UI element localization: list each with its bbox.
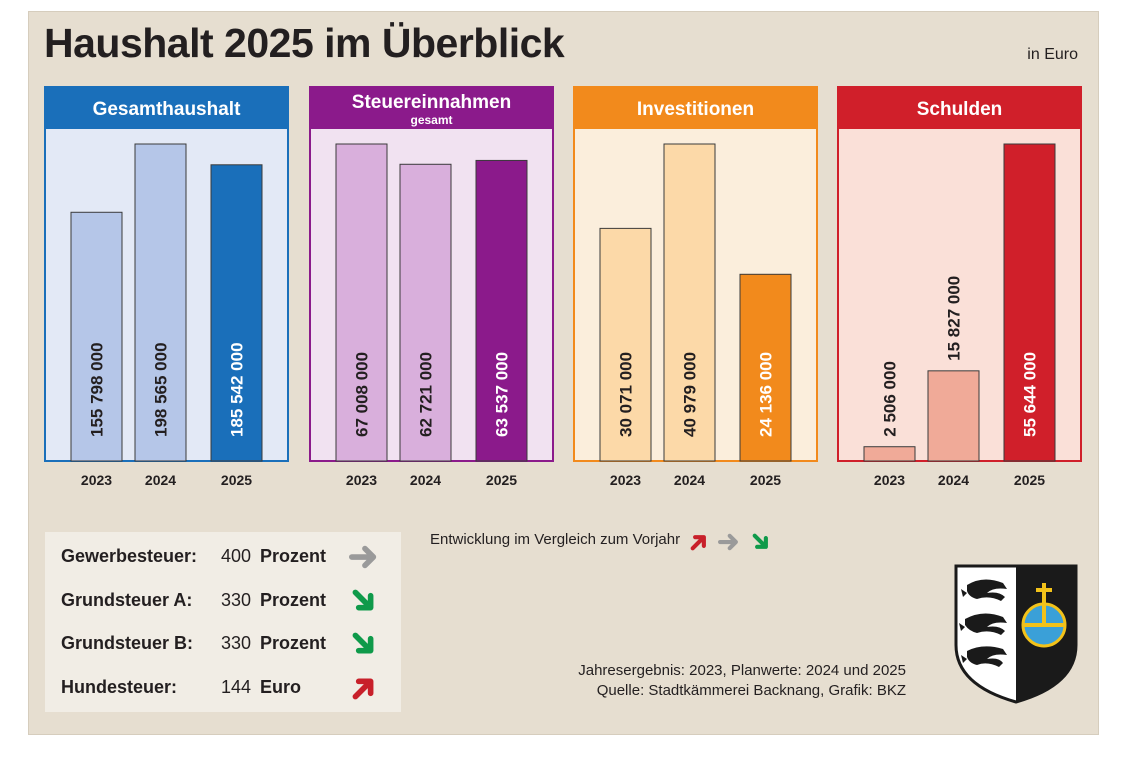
x-tick-label: 2024 — [938, 472, 969, 488]
bar-2023 — [599, 227, 652, 462]
tax-row: Grundsteuer A: 330 Prozent — [61, 586, 391, 616]
data-label: 15 827 000 — [945, 276, 964, 361]
x-tick-label: 2025 — [1014, 472, 1045, 488]
x-tick-label: 2025 — [750, 472, 781, 488]
data-label: 155 798 000 — [88, 342, 107, 437]
bar-2025 — [475, 159, 528, 462]
tax-value: 400 — [221, 546, 252, 566]
panel-header — [573, 86, 818, 129]
footnote-line-1: Jahresergebnis: 2023, Planwerte: 2024 un… — [578, 662, 906, 679]
tax-name: Grundsteuer B: — [61, 633, 194, 653]
panel-title: Investitionen — [637, 99, 754, 120]
panel-title: Steuereinnahmen — [352, 92, 511, 113]
tax-unit: Euro — [260, 677, 302, 697]
footnote-line-2: Quelle: Stadtkämmerei Backnang, Grafik: … — [596, 682, 906, 699]
panel-header — [837, 86, 1082, 129]
panel-header — [309, 86, 554, 129]
arrow-same-icon — [349, 545, 377, 569]
legend-text: Entwicklung im Vergleich zum Vorjahr — [430, 531, 681, 548]
x-tick-label: 2023 — [610, 472, 641, 488]
tax-value: 144 — [221, 677, 252, 697]
data-label: 62 721 000 — [417, 352, 436, 437]
trend-legend: Entwicklung im Vergleich zum Vorjahr — [430, 531, 768, 553]
bar-2023 — [863, 446, 916, 462]
tax-rates-box: Gewerbesteuer: 400 Prozent Grundsteuer A: 33… — [45, 532, 401, 712]
chart-panel-1: Gesamthaushalt 155 798 000 2023 198 565 000… — [44, 86, 289, 488]
data-label: 67 008 000 — [353, 352, 372, 437]
unit-note: in Euro — [1027, 46, 1078, 63]
bar-2024 — [399, 163, 452, 462]
x-tick-label: 2023 — [874, 472, 905, 488]
x-tick-label: 2023 — [81, 472, 112, 488]
chart-panel-3: Investitionen 30 071 000 2023 40 979 000 202… — [573, 86, 818, 488]
tax-unit: Prozent — [260, 633, 327, 653]
tax-row: Grundsteuer B: 330 Prozent — [61, 629, 391, 659]
arrow-down-icon — [352, 632, 374, 654]
page-title: Haushalt 2025 im Überblick — [44, 20, 565, 66]
data-label: 55 644 000 — [1021, 352, 1040, 437]
panel-title: Schulden — [917, 99, 1003, 120]
data-label: 198 565 000 — [152, 342, 171, 437]
panel-header — [44, 86, 289, 129]
bar-2025 — [1003, 143, 1056, 462]
bar-2023 — [335, 143, 388, 462]
arrow-same-icon — [718, 533, 738, 551]
bar-2025 — [210, 164, 263, 462]
tax-name: Hundesteuer: — [61, 677, 178, 697]
x-tick-label: 2023 — [346, 472, 377, 488]
x-tick-label: 2025 — [486, 472, 517, 488]
tax-row: Gewerbesteuer: 400 Prozent — [61, 542, 391, 572]
bar-2024 — [134, 143, 187, 462]
tax-value: 330 — [221, 633, 252, 653]
panel-title: Gesamthaushalt — [93, 99, 241, 120]
arrow-up-icon — [690, 535, 706, 551]
tax-name: Gewerbesteuer: — [61, 546, 198, 566]
arrow-up-icon — [352, 678, 374, 700]
tax-unit: Prozent — [260, 546, 327, 566]
data-label: 30 071 000 — [617, 352, 636, 437]
panel-subtitle: gesamt — [410, 113, 452, 127]
bar-2024 — [663, 143, 716, 462]
bar-2023 — [70, 211, 123, 462]
x-tick-label: 2024 — [674, 472, 705, 488]
arrow-down-icon — [752, 533, 768, 549]
data-label: 24 136 000 — [757, 352, 776, 437]
x-tick-label: 2024 — [410, 472, 441, 488]
coat-of-arms-icon — [954, 564, 1078, 704]
bar-2024 — [927, 370, 980, 462]
footnote: Jahresergebnis: 2023, Planwerte: 2024 un… — [578, 661, 906, 701]
x-tick-label: 2025 — [221, 472, 252, 488]
data-label: 2 506 000 — [881, 361, 900, 437]
tax-value: 330 — [221, 590, 252, 610]
data-label: 185 542 000 — [228, 342, 247, 437]
tax-unit: Prozent — [260, 590, 327, 610]
bar-2025 — [739, 273, 792, 462]
tax-name: Grundsteuer A: — [61, 590, 193, 610]
x-tick-label: 2024 — [145, 472, 176, 488]
data-label: 40 979 000 — [681, 352, 700, 437]
arrow-down-icon — [352, 589, 374, 611]
tax-row: Hundesteuer: 144 Euro — [61, 673, 391, 703]
data-label: 63 537 000 — [493, 352, 512, 437]
chart-panel-4: Schulden 2 506 000 2023 15 827 000 2024 55 64… — [837, 86, 1082, 488]
charts-area: Gesamthaushalt 155 798 000 2023 198 565 000… — [44, 86, 1082, 488]
